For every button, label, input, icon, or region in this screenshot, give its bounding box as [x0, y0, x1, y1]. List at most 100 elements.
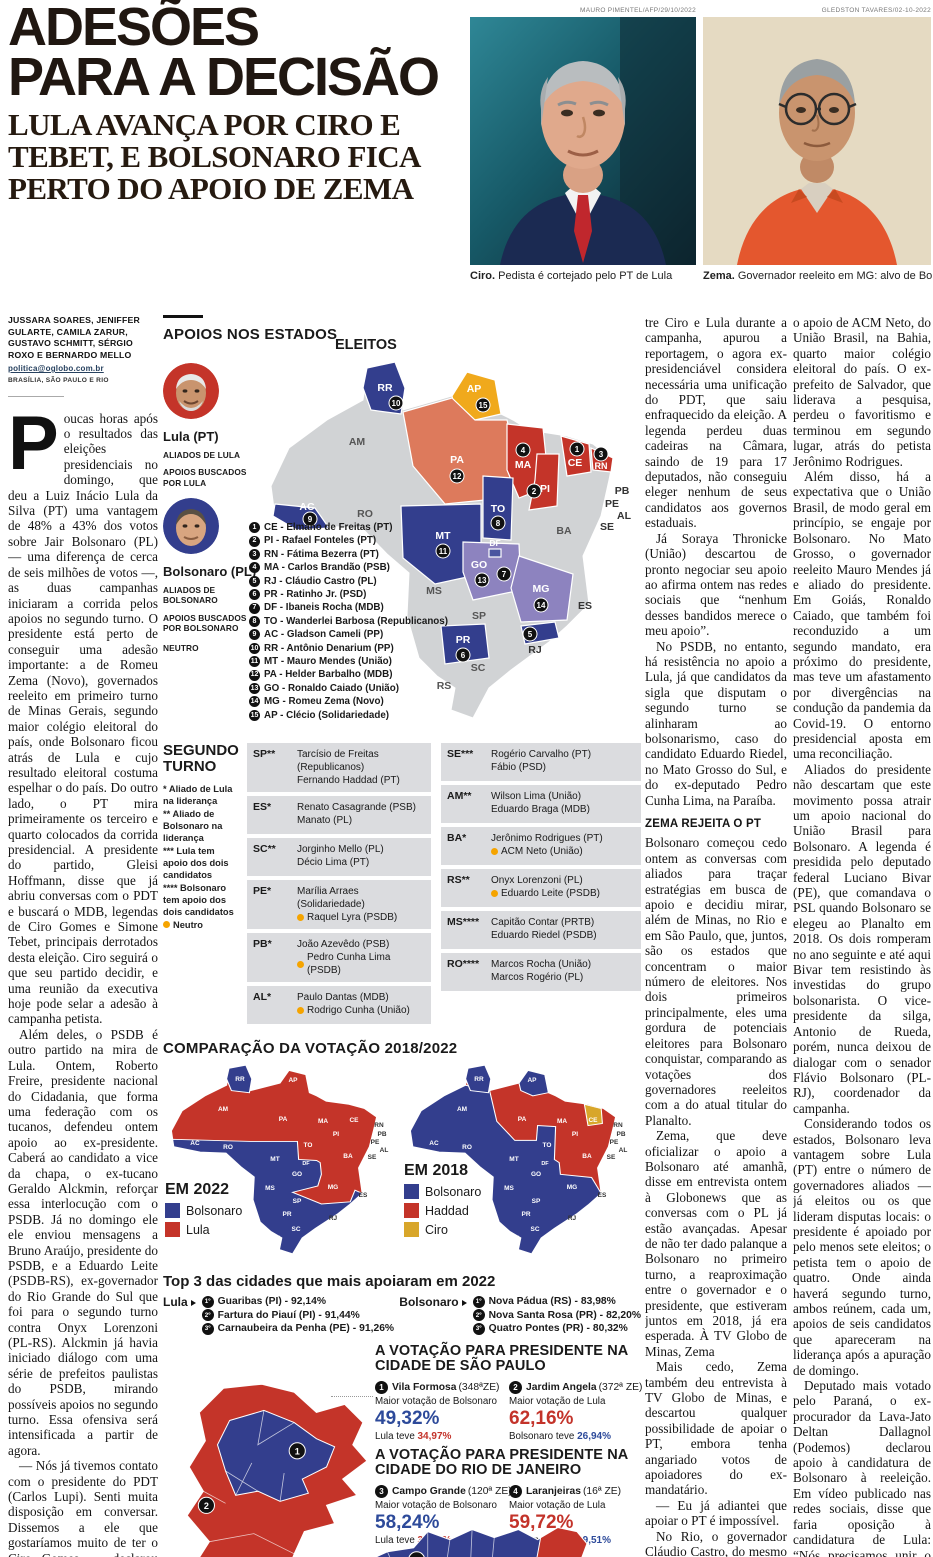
legend-item: NEUTRO	[163, 642, 199, 653]
article-column-5: o apoio de ACM Neto, do União Brasil, na…	[793, 315, 931, 1557]
table-row: PB* João Azevêdo (PSB) Pedro Cunha Lima (P…	[247, 933, 431, 982]
section-subhead: ZEMA REJEITA O PT	[645, 818, 762, 830]
list-item: 2º Fartura do Piauí (PI) -91,44%	[201, 1309, 400, 1323]
svg-text:RJ: RJ	[568, 1215, 577, 1222]
lula-legend-name: Lula (PT)	[163, 429, 219, 444]
map-number-badges: 10 15 12 4 2 1 3 9 8 11 13 7 14 5 6	[302, 395, 609, 663]
table-row: SC** Jorginho Mello (PL) Décio Lima (PT)	[247, 838, 431, 876]
svg-text:RN: RN	[595, 461, 608, 471]
svg-text:PR: PR	[521, 1211, 530, 1218]
svg-text:SE: SE	[368, 1154, 377, 1161]
svg-text:DF: DF	[302, 1161, 310, 1167]
paragraph: Bolsonaro começou cedo ontem as conversa…	[645, 835, 787, 1128]
subheadline: LULA AVANÇA POR CIRO E TEBET, E BOLSONAR…	[8, 107, 420, 207]
bolsonaro-color-swatch	[404, 1184, 419, 1199]
table-row: SE*** Rogério Carvalho (PT) Fábio (PSD)	[441, 743, 641, 781]
table-row: PE* Marília Arraes (Solidariedade) Raquel …	[247, 880, 431, 929]
legend-item: ALIADOS DE LULA	[163, 450, 241, 460]
svg-text:AC: AC	[190, 1140, 200, 1147]
infographic: APOIOS NOS ESTADOS ELEITOS Lula (PT) ALI…	[163, 315, 642, 1557]
svg-text:RS: RS	[271, 1235, 281, 1242]
legend-entry: Haddad	[404, 1203, 494, 1218]
brazil-eleitos-map: RR AP PA MA PI CE RN AC TO MT GO DF MG PR AM RO…	[270, 361, 632, 719]
paragraph: Zema, que deve oficializar o apoio a Bol…	[645, 1128, 787, 1359]
svg-text:MS: MS	[265, 1185, 275, 1192]
svg-text:SP: SP	[472, 610, 486, 622]
list-item: 10 RR - Antônio Denarium (PP)	[249, 642, 394, 654]
svg-text:PR: PR	[282, 1211, 291, 1218]
arrow-right-icon	[461, 1300, 467, 1306]
paragraph: — Nós já tivemos contato com o president…	[8, 1458, 158, 1557]
list-item: 5 RJ - Cláudio Castro (PL)	[249, 575, 454, 588]
state-labels: RR AP PA MA PI CE RN AC TO MT GO DF MG PR AM RO…	[299, 382, 631, 692]
byline: JUSSARA SOARES, JENIFFER GULARTE, CAMILA…	[8, 315, 158, 386]
list-item: 6 PR - Ratinho Jr. (PSD)	[249, 588, 454, 601]
lula-avatar	[163, 363, 219, 419]
photo-credit: MAURO PIMENTEL/AFP/29/10/2022	[580, 7, 696, 14]
svg-text:15: 15	[479, 401, 488, 410]
list-item: 2º Nova Santa Rosa (PR) -82,20%	[472, 1309, 641, 1323]
svg-text:AM: AM	[218, 1106, 228, 1113]
svg-text:RS: RS	[510, 1235, 520, 1242]
paragraph: Deputado mais votado pelo Paraná, o ex-p…	[793, 1378, 931, 1557]
svg-text:SE: SE	[600, 521, 614, 533]
byline-authors: JUSSARA SOARES, JENIFFER GULARTE, CAMILA…	[8, 315, 140, 361]
legend-2018: EM 2018 Bolsonaro Haddad Ciro	[404, 1162, 494, 1241]
svg-text:RN: RN	[613, 1122, 623, 1129]
bolsonaro-color-swatch	[165, 1203, 180, 1218]
svg-text:RN: RN	[374, 1122, 384, 1129]
list-item: 2 PI - Rafael Fonteles (PT)	[249, 534, 454, 547]
svg-text:RO: RO	[223, 1144, 233, 1151]
svg-text:2: 2	[204, 1500, 209, 1510]
svg-text:SP: SP	[532, 1198, 541, 1205]
svg-text:PE: PE	[605, 498, 619, 510]
list-item: 4 MA - Carlos Brandão (PSB)	[249, 561, 454, 574]
article-column-1: JUSSARA SOARES, JENIFFER GULARTE, CAMILA…	[8, 315, 158, 1557]
headline-line1: ADESÕES	[8, 0, 260, 57]
list-item: 8 TO - Wanderlei Barbosa (Republicanos)	[249, 615, 454, 628]
paragraph: Aliados do presidente não descartam que …	[793, 761, 931, 1116]
map-2018: AM PA MA CE PI TO BA MT RO AC GO DF MG MS SP PR …	[402, 1061, 641, 1269]
svg-text:MS: MS	[504, 1185, 514, 1192]
list-item: 1º Guaribas (PI) -92,14%	[201, 1295, 400, 1309]
svg-text:DF: DF	[489, 538, 500, 548]
list-item: 3º Quatro Pontes (PR) -80,32%	[472, 1322, 641, 1336]
svg-text:RR: RR	[474, 1076, 484, 1083]
segundo-turno-table-left: SP** Tarcísio de Freitas (Republicanos) Fe…	[247, 743, 431, 1028]
neutro-dot-icon	[163, 921, 170, 929]
legend-entry: Bolsonaro	[404, 1184, 494, 1199]
svg-text:CE: CE	[588, 1117, 598, 1124]
headline-line2: PARA A DECISÃO	[8, 47, 440, 108]
list-item: 11 MT - Mauro Mendes (União)	[249, 656, 392, 668]
svg-text:PR: PR	[456, 634, 471, 646]
svg-text:PI: PI	[333, 1131, 339, 1138]
byline-rule	[8, 395, 64, 397]
byline-email-link[interactable]: politica@oglobo.com.br	[8, 363, 104, 373]
svg-text:ES: ES	[598, 1192, 607, 1199]
list-item: 12 PA - Helder Barbalho (MDB)	[249, 669, 393, 681]
paragraph: Considerando todos os estados, Bolsonaro…	[793, 1116, 931, 1378]
rio-city-map: 3 4	[373, 1526, 588, 1557]
top3-lula: Lula 1º Guaribas (PI) -92,14% 2º Fartura d…	[163, 1295, 399, 1336]
neutro-dot-icon	[297, 914, 304, 921]
svg-text:PB: PB	[377, 1131, 386, 1138]
svg-text:PA: PA	[450, 454, 464, 466]
svg-text:13: 13	[478, 576, 487, 585]
bolsonaro-legend-name: Bolsonaro (PL)	[163, 564, 257, 580]
svg-text:5: 5	[528, 630, 533, 639]
svg-text:PB: PB	[616, 1131, 625, 1138]
list-item: 3º Carnaubeira da Penha (PE) -91,26%	[201, 1322, 400, 1336]
svg-text:AL: AL	[380, 1147, 389, 1154]
caption-lead: Ciro.	[470, 270, 496, 282]
legend-item: ALIADOS DE BOLSONARO	[163, 585, 218, 606]
list-item: 13 GO - Ronaldo Caiado (União)	[249, 682, 399, 695]
paragraph: Além disso, há a expectativa que o União…	[793, 469, 931, 762]
svg-text:RR: RR	[235, 1076, 245, 1083]
svg-text:PI: PI	[572, 1131, 578, 1138]
svg-text:PI: PI	[540, 483, 550, 495]
section-rule	[163, 315, 203, 318]
svg-text:1: 1	[295, 1446, 300, 1456]
table-row: RS** Onyx Lorenzoni (PL) Eduardo Leite (PS…	[441, 869, 641, 907]
